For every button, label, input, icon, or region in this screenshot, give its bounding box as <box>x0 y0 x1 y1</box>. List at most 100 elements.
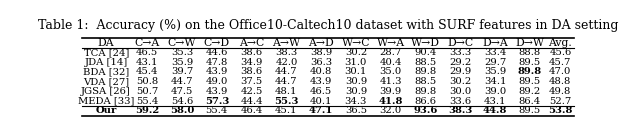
Text: 43.1: 43.1 <box>484 97 506 105</box>
Text: 88.5: 88.5 <box>414 77 436 86</box>
Text: 40.8: 40.8 <box>310 67 332 76</box>
Text: 89.8: 89.8 <box>414 87 436 96</box>
Text: 58.0: 58.0 <box>170 106 195 115</box>
Text: 34.9: 34.9 <box>241 58 263 67</box>
Text: 39.9: 39.9 <box>380 87 402 96</box>
Text: 86.4: 86.4 <box>518 97 541 105</box>
Text: 38.3: 38.3 <box>275 48 298 57</box>
Text: 46.4: 46.4 <box>241 106 263 115</box>
Text: BDA [32]: BDA [32] <box>83 67 129 76</box>
Text: 36.5: 36.5 <box>345 106 367 115</box>
Text: 44.8: 44.8 <box>483 106 508 115</box>
Text: 30.9: 30.9 <box>345 77 367 86</box>
Text: W→A: W→A <box>376 38 404 48</box>
Text: 46.5: 46.5 <box>310 87 332 96</box>
Text: 35.0: 35.0 <box>380 67 402 76</box>
Text: 44.4: 44.4 <box>240 97 263 105</box>
Text: 89.5: 89.5 <box>518 58 541 67</box>
Text: 35.9: 35.9 <box>171 58 193 67</box>
Text: D→A: D→A <box>482 38 508 48</box>
Text: 37.5: 37.5 <box>241 77 263 86</box>
Text: 29.2: 29.2 <box>449 58 472 67</box>
Text: 43.9: 43.9 <box>205 87 228 96</box>
Text: 41.3: 41.3 <box>380 77 402 86</box>
Text: VDA [27]: VDA [27] <box>83 77 129 86</box>
Text: 32.0: 32.0 <box>380 106 402 115</box>
Text: A→D: A→D <box>308 38 334 48</box>
Text: 31.0: 31.0 <box>345 58 367 67</box>
Text: 35.9: 35.9 <box>484 67 506 76</box>
Text: 41.8: 41.8 <box>378 97 403 105</box>
Text: 30.2: 30.2 <box>449 77 472 86</box>
Text: 30.2: 30.2 <box>345 48 367 57</box>
Text: 39.0: 39.0 <box>484 87 506 96</box>
Text: 45.4: 45.4 <box>136 67 159 76</box>
Text: 38.6: 38.6 <box>241 48 262 57</box>
Text: 36.3: 36.3 <box>310 58 332 67</box>
Text: 30.1: 30.1 <box>345 67 367 76</box>
Text: 55.4: 55.4 <box>205 106 228 115</box>
Text: 45.6: 45.6 <box>549 48 572 57</box>
Text: 89.5: 89.5 <box>518 106 541 115</box>
Text: 38.9: 38.9 <box>310 48 332 57</box>
Text: 29.7: 29.7 <box>484 58 506 67</box>
Text: 38.3: 38.3 <box>448 106 472 115</box>
Text: 47.1: 47.1 <box>309 106 333 115</box>
Text: MEDA [33]: MEDA [33] <box>78 97 134 105</box>
Text: 49.0: 49.0 <box>205 77 228 86</box>
Text: 34.1: 34.1 <box>484 77 506 86</box>
Text: JGSA [26]: JGSA [26] <box>81 87 131 96</box>
Text: 90.4: 90.4 <box>414 48 436 57</box>
Text: 50.7: 50.7 <box>136 87 159 96</box>
Text: 52.7: 52.7 <box>549 97 572 105</box>
Text: A→W: A→W <box>272 38 300 48</box>
Text: DA: DA <box>98 38 115 48</box>
Text: C→W: C→W <box>168 38 196 48</box>
Text: 44.7: 44.7 <box>275 77 298 86</box>
Text: 48.1: 48.1 <box>275 87 298 96</box>
Text: 43.1: 43.1 <box>136 58 159 67</box>
Text: 86.6: 86.6 <box>415 97 436 105</box>
Text: Our: Our <box>95 106 117 115</box>
Text: 42.0: 42.0 <box>275 58 298 67</box>
Text: 29.9: 29.9 <box>449 67 472 76</box>
Text: 38.6: 38.6 <box>241 67 262 76</box>
Text: 59.2: 59.2 <box>135 106 159 115</box>
Text: 30.9: 30.9 <box>345 87 367 96</box>
Text: 93.6: 93.6 <box>413 106 438 115</box>
Text: JDA [14]: JDA [14] <box>84 58 128 67</box>
Text: 89.8: 89.8 <box>518 67 542 76</box>
Text: W→D: W→D <box>411 38 440 48</box>
Text: D→W: D→W <box>515 38 544 48</box>
Text: 54.6: 54.6 <box>171 97 193 105</box>
Text: 40.4: 40.4 <box>380 58 402 67</box>
Text: C→D: C→D <box>204 38 230 48</box>
Text: 33.3: 33.3 <box>449 48 472 57</box>
Text: 47.5: 47.5 <box>171 87 193 96</box>
Text: 34.3: 34.3 <box>345 97 367 105</box>
Text: 45.1: 45.1 <box>275 106 298 115</box>
Text: W→C: W→C <box>342 38 370 48</box>
Text: C→A: C→A <box>134 38 160 48</box>
Text: 43.9: 43.9 <box>310 77 332 86</box>
Text: 53.8: 53.8 <box>548 106 573 115</box>
Text: 42.5: 42.5 <box>241 87 263 96</box>
Text: 50.8: 50.8 <box>136 77 159 86</box>
Text: 88.5: 88.5 <box>414 58 436 67</box>
Text: 30.0: 30.0 <box>449 87 472 96</box>
Text: 33.6: 33.6 <box>449 97 471 105</box>
Text: Table 1:  Accuracy (%) on the Office10-Caltech10 dataset with SURF features in D: Table 1: Accuracy (%) on the Office10-Ca… <box>38 19 618 32</box>
Text: 47.8: 47.8 <box>205 58 228 67</box>
Text: 28.7: 28.7 <box>380 48 402 57</box>
Text: 46.5: 46.5 <box>136 48 159 57</box>
Text: 44.7: 44.7 <box>275 67 298 76</box>
Text: 88.8: 88.8 <box>518 48 541 57</box>
Text: 47.0: 47.0 <box>549 67 572 76</box>
Text: 40.1: 40.1 <box>310 97 332 105</box>
Text: 33.4: 33.4 <box>484 48 506 57</box>
Text: 44.7: 44.7 <box>171 77 193 86</box>
Text: 89.8: 89.8 <box>414 67 436 76</box>
Text: 39.7: 39.7 <box>171 67 193 76</box>
Text: A→C: A→C <box>239 38 264 48</box>
Text: 43.9: 43.9 <box>205 67 228 76</box>
